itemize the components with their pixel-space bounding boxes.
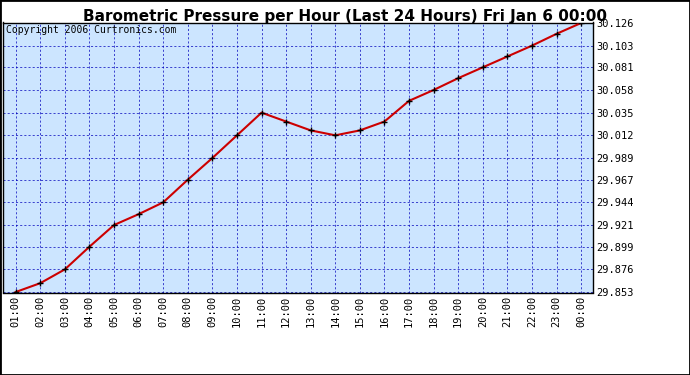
Text: Copyright 2006 Curtronics.com: Copyright 2006 Curtronics.com <box>6 25 177 35</box>
Text: Barometric Pressure per Hour (Last 24 Hours) Fri Jan 6 00:00: Barometric Pressure per Hour (Last 24 Ho… <box>83 9 607 24</box>
